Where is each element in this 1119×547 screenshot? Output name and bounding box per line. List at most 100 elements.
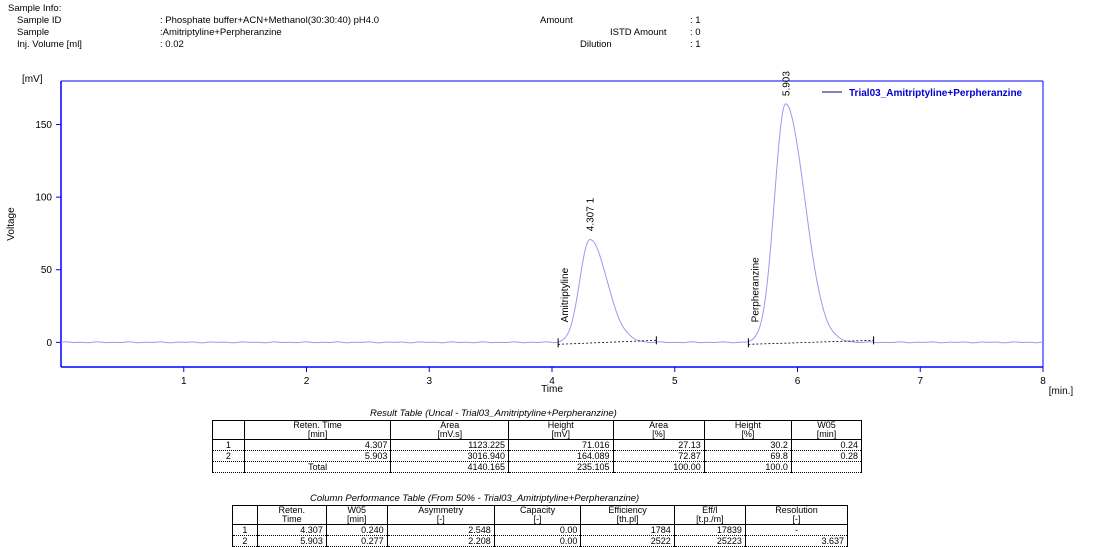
x-tick-label: 8 bbox=[1040, 376, 1046, 387]
header-unit: Time bbox=[281, 514, 302, 524]
table-cell: 1 bbox=[212, 439, 245, 451]
table-header-cell: Resolution [-] bbox=[744, 505, 849, 525]
header-unit: [mV] bbox=[551, 429, 571, 439]
legend-label: Trial03_Amitriptyline+Perpheranzine bbox=[849, 88, 1023, 99]
plot-frame bbox=[60, 80, 1044, 368]
x-tick-label: 6 bbox=[795, 376, 801, 387]
y-tick-label: 50 bbox=[41, 265, 53, 276]
table-cell: 27.13 bbox=[612, 439, 705, 451]
table-row: 2 5.903 3016.940 164.089 72.87 69.8 0.28 bbox=[212, 450, 863, 462]
x-tick-label: 5 bbox=[672, 376, 678, 387]
table-cell: 69.8 bbox=[703, 450, 792, 462]
legend: Trial03_Amitriptyline+Perpheranzine bbox=[822, 88, 1023, 99]
dilution-value: : 1 bbox=[690, 39, 701, 50]
table-header-cell: Reten. Time bbox=[256, 505, 327, 525]
table-row: 2 5.903 0.277 2.208 0.00 2522 25223 3.637 bbox=[232, 535, 849, 547]
header-label: Reten. bbox=[278, 505, 306, 515]
peak-baseline bbox=[748, 339, 874, 345]
column-performance-table: Reten. Time W05 [min] Asymmetry [-] Capacity [-… bbox=[232, 505, 849, 547]
table-row: 1 4.307 1123.225 71.016 27.13 30.2 0.24 bbox=[212, 439, 863, 451]
table-cell: 0.24 bbox=[790, 439, 863, 451]
table-cell: 5.903 bbox=[256, 535, 327, 547]
trace-group bbox=[60, 103, 1044, 344]
y-axis: 0 50 100 150 [mV] Voltage bbox=[6, 74, 61, 349]
table-cell: 1784 bbox=[580, 524, 675, 536]
table-cell: 4140.165 bbox=[390, 461, 510, 473]
header-unit: [%] bbox=[741, 429, 755, 439]
table-cell: 2522 bbox=[580, 535, 675, 547]
table-cell: 2 bbox=[212, 450, 245, 462]
header-label: Area bbox=[440, 420, 460, 430]
header-label: Eff/l bbox=[702, 505, 718, 515]
table-cell bbox=[212, 461, 245, 473]
header-label: Height bbox=[734, 420, 761, 430]
table-header-cell: W05 [min] bbox=[325, 505, 388, 525]
sample-label: Sample bbox=[17, 27, 50, 38]
x-tick-label: 7 bbox=[917, 376, 923, 387]
sample-id-value: : Phosphate buffer+ACN+Methanol(30:30:40… bbox=[160, 15, 379, 26]
table-header-cell: Area [mV.s] bbox=[390, 420, 510, 440]
table-cell: 71.016 bbox=[508, 439, 614, 451]
header-unit: [-] bbox=[533, 514, 542, 524]
result-table-title: Result Table (Uncal - Trial03_Amitriptyl… bbox=[370, 408, 617, 419]
table-header-cell: Height [mV] bbox=[508, 420, 614, 440]
sample-value: :Amitriptyline+Perpheranzine bbox=[160, 27, 282, 38]
table-cell: 30.2 bbox=[703, 439, 792, 451]
y-axis-title: Voltage bbox=[6, 207, 17, 241]
inj-volume-value: : 0.02 bbox=[160, 39, 184, 50]
table-cell bbox=[790, 461, 863, 473]
table-cell: 17839 bbox=[673, 524, 746, 536]
x-tick-label: 3 bbox=[426, 376, 432, 387]
table-header-cell: Area [%] bbox=[612, 420, 705, 440]
table-header-cell bbox=[212, 420, 245, 440]
y-axis-unit: [mV] bbox=[22, 74, 43, 85]
table-cell: 0.240 bbox=[325, 524, 388, 536]
header-unit: [%] bbox=[652, 429, 666, 439]
header-unit: [th.pl] bbox=[616, 514, 639, 524]
table-cell: 72.87 bbox=[612, 450, 705, 462]
header-unit: [mV.s] bbox=[437, 429, 463, 439]
x-tick-label: 4 bbox=[549, 376, 555, 387]
amount-label: Amount bbox=[540, 15, 573, 26]
table-cell: 164.089 bbox=[508, 450, 614, 462]
table-header-cell: Eff/l [t.p./m] bbox=[673, 505, 746, 525]
header-unit: [-] bbox=[792, 514, 801, 524]
table-cell: 3016.940 bbox=[390, 450, 510, 462]
header-label: Height bbox=[547, 420, 574, 430]
peak-compound-label: Amitriptyline bbox=[560, 267, 571, 322]
peak-compound-label: Perpheranzine bbox=[750, 257, 761, 322]
table-header-cell: W05 [min] bbox=[790, 420, 863, 440]
table-cell: 0.00 bbox=[493, 535, 582, 547]
header-label: Area bbox=[649, 420, 669, 430]
table-cell: 4.307 bbox=[243, 439, 392, 451]
x-axis-unit: [min.] bbox=[1049, 386, 1074, 397]
header-unit: [t.p./m] bbox=[696, 514, 724, 524]
peak-retention-label: 4.307 1 bbox=[586, 197, 597, 231]
y-tick-label: 0 bbox=[46, 338, 52, 349]
chromatogram-trace bbox=[60, 103, 1044, 344]
table-cell: 3.637 bbox=[744, 535, 849, 547]
column-table-title: Column Performance Table (From 50% - Tri… bbox=[310, 493, 640, 504]
sample-id-label: Sample ID bbox=[17, 15, 62, 26]
peak-baseline bbox=[558, 339, 657, 345]
x-tick-label: 2 bbox=[304, 376, 310, 387]
dilution-label: Dilution bbox=[580, 39, 612, 50]
peak-annotations: 4.307 1 Amitriptyline 5.903 2 Perpheranzine bbox=[557, 70, 875, 348]
x-axis-title: Time bbox=[541, 384, 563, 395]
table-cell: Total bbox=[243, 461, 392, 473]
header-label: Reten. Time bbox=[293, 420, 342, 430]
table-cell: 2 bbox=[232, 535, 258, 547]
table-header-cell: Capacity [-] bbox=[493, 505, 582, 525]
header-unit: [-] bbox=[436, 514, 445, 524]
table-row: 1 4.307 0.240 2.548 0.00 1784 17839- bbox=[232, 524, 849, 536]
table-cell: - bbox=[744, 524, 849, 536]
istd-amount-value: : 0 bbox=[690, 27, 701, 38]
table-cell: 1 bbox=[232, 524, 258, 536]
table-cell: 235.105 bbox=[508, 461, 614, 473]
table-header-cell bbox=[232, 505, 258, 525]
result-table: Reten. Time [min] Area [mV.s] Height [mV] Area… bbox=[212, 420, 863, 473]
y-tick-label: 100 bbox=[35, 193, 52, 204]
x-axis: 1 2 3 4 5 6 7 8[min.] Time bbox=[181, 367, 1073, 397]
table-header-cell: Height [%] bbox=[703, 420, 792, 440]
